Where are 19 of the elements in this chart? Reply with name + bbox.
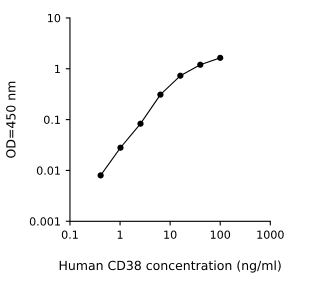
x-tick-label: 10 bbox=[164, 230, 176, 239]
x-tick-label: 100 bbox=[210, 230, 230, 239]
point bbox=[98, 172, 104, 178]
x-tick-label: 0.1 bbox=[62, 230, 78, 239]
y-axis-title: OD=450 nm bbox=[6, 82, 16, 158]
point bbox=[177, 72, 184, 79]
y-tick-label: 0.1 bbox=[44, 116, 60, 124]
x-tick-label: 1 bbox=[118, 230, 123, 239]
point bbox=[157, 92, 164, 98]
point bbox=[117, 144, 124, 151]
y-tick-label: 0.001 bbox=[30, 217, 60, 226]
y-tick-label: 0.01 bbox=[36, 166, 60, 175]
y-tick-label: 10 bbox=[48, 14, 60, 22]
point bbox=[217, 54, 224, 61]
point bbox=[197, 62, 204, 68]
y-tick-label: 1 bbox=[55, 64, 60, 73]
x-tick-label: 1000 bbox=[257, 230, 284, 239]
point bbox=[137, 120, 144, 127]
x-axis-title: Human CD38 concentration (ng/ml) bbox=[60, 260, 281, 273]
